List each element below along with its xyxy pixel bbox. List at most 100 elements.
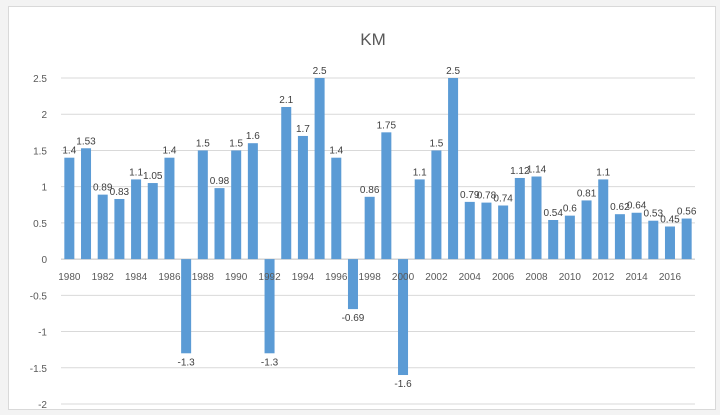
bar-2013 [614, 214, 625, 260]
bar-1983 [114, 198, 125, 260]
x-tick-label: 2014 [625, 272, 648, 283]
data-label-2010: 0.6 [563, 204, 577, 215]
data-label-1984: 1.1 [129, 167, 143, 178]
bar-2000 [398, 259, 409, 376]
bar-2015 [648, 220, 659, 260]
data-label-1995: 2.5 [313, 66, 327, 77]
data-label-2002: 1.5 [429, 138, 443, 149]
bar-2002 [431, 150, 442, 260]
x-tick-label: 2002 [425, 272, 448, 283]
y-tick-label: 2 [41, 110, 47, 121]
data-label-2013: 0.62 [610, 202, 630, 213]
data-label-1988: 1.5 [196, 138, 210, 149]
bar-2014 [631, 212, 642, 260]
data-label-1980: 1.4 [62, 146, 76, 157]
bar-1994 [297, 135, 308, 260]
data-label-2004: 0.79 [460, 190, 480, 201]
bar-1992 [264, 259, 275, 354]
data-label-1994: 1.7 [296, 124, 310, 135]
y-tick-label: 2.5 [33, 74, 47, 85]
y-tick-label: 1.5 [33, 146, 47, 157]
data-label-2015: 0.53 [644, 209, 664, 220]
data-label-2001: 1.1 [413, 167, 427, 178]
x-tick-label: 1984 [125, 272, 148, 283]
data-label-1999: 1.75 [377, 120, 397, 131]
x-tick-label: 2006 [492, 272, 515, 283]
x-tick-label: 1988 [192, 272, 215, 283]
y-tick-label: 0 [41, 255, 47, 266]
x-tick-label: 1994 [292, 272, 315, 283]
bar-1993 [281, 106, 292, 260]
bar-1997 [347, 259, 358, 310]
bar-2003 [448, 78, 459, 260]
bar-chart: KM 2.521.510.50-0.5-1-1.5-2 1.41.530.890… [30, 30, 697, 409]
bar-2011 [581, 200, 592, 260]
bar-2004 [464, 201, 475, 260]
x-tick-label: 1986 [158, 272, 181, 283]
bar-1991 [247, 143, 258, 260]
data-label-2007: 1.12 [510, 166, 530, 177]
bar-1998 [364, 196, 375, 260]
data-label-1987: -1.3 [178, 357, 196, 368]
bar-1999 [381, 132, 392, 260]
data-label-1989: 0.98 [210, 176, 230, 187]
x-tick-label: 2016 [659, 272, 682, 283]
data-label-2006: 0.74 [493, 194, 513, 205]
data-label-1992: -1.3 [261, 357, 279, 368]
data-label-2016: 0.45 [660, 215, 680, 226]
chart-title: KM [360, 30, 386, 49]
bar-2006 [498, 205, 509, 260]
bar-1996 [331, 157, 342, 260]
data-labels: 1.41.530.890.831.1 1.051.4-1.31.50.981.51… [62, 66, 696, 390]
bar-1995 [314, 78, 325, 260]
data-label-1991: 1.6 [246, 131, 260, 142]
x-tick-label: 1980 [58, 272, 81, 283]
data-label-2012: 1.1 [596, 167, 610, 178]
y-tick-label: -1.5 [30, 364, 48, 375]
data-label-2014: 0.64 [627, 201, 647, 212]
x-tick-label: 1998 [359, 272, 382, 283]
x-tick-label: 1990 [225, 272, 248, 283]
bar-1981 [81, 148, 92, 260]
x-tick-label: 1982 [92, 272, 115, 283]
x-tick-label: 2000 [392, 272, 415, 283]
bar-1989 [214, 188, 225, 260]
bar-1990 [231, 150, 242, 260]
data-label-1981: 1.53 [76, 136, 96, 147]
x-tick-label: 2008 [525, 272, 548, 283]
x-tick-label: 1996 [325, 272, 348, 283]
data-label-2009: 0.54 [543, 208, 563, 219]
data-label-2017: 0.56 [677, 207, 697, 218]
data-label-2005: 0.78 [477, 191, 497, 202]
y-tick-label: -0.5 [30, 291, 48, 302]
bar-1984 [131, 179, 142, 260]
bar-2007 [514, 177, 525, 260]
data-label-1983: 0.83 [110, 187, 130, 198]
data-label-2008: 1.14 [527, 165, 547, 176]
x-tick-label: 2012 [592, 272, 615, 283]
bar-1987 [181, 259, 192, 354]
bar-1985 [147, 183, 158, 260]
y-tick-label: -1 [38, 328, 47, 339]
bar-1980 [64, 157, 75, 260]
x-tick-label: 2010 [559, 272, 582, 283]
x-axis-ticks: 1980 1982 1984 1986 1988 1990 1992 1994 1996 1998… [58, 272, 681, 283]
bar-1982 [97, 194, 108, 260]
x-tick-label: 1992 [258, 272, 281, 283]
bar-2012 [598, 179, 609, 260]
data-label-1982: 0.89 [93, 183, 113, 194]
data-label-1986: 1.4 [162, 146, 176, 157]
bar-2016 [664, 226, 675, 260]
bar-2008 [531, 176, 542, 260]
data-label-1996: 1.4 [329, 146, 343, 157]
chart-frame: KM 2.5 2 1.5 1 0.5 0 -0.5 -1 -1.5 -2 1.4 1.53 0.89 0… [8, 6, 716, 410]
bar-1988 [197, 150, 208, 260]
y-tick-label: 0.5 [33, 219, 47, 230]
y-tick-label: 1 [41, 183, 47, 194]
data-label-1985: 1.05 [143, 171, 163, 182]
data-label-2003: 2.5 [446, 66, 460, 77]
data-label-2000: -1.6 [394, 379, 412, 390]
bar-2009 [548, 219, 559, 260]
data-label-1998: 0.86 [360, 185, 380, 196]
y-tick-label: -2 [38, 400, 47, 409]
